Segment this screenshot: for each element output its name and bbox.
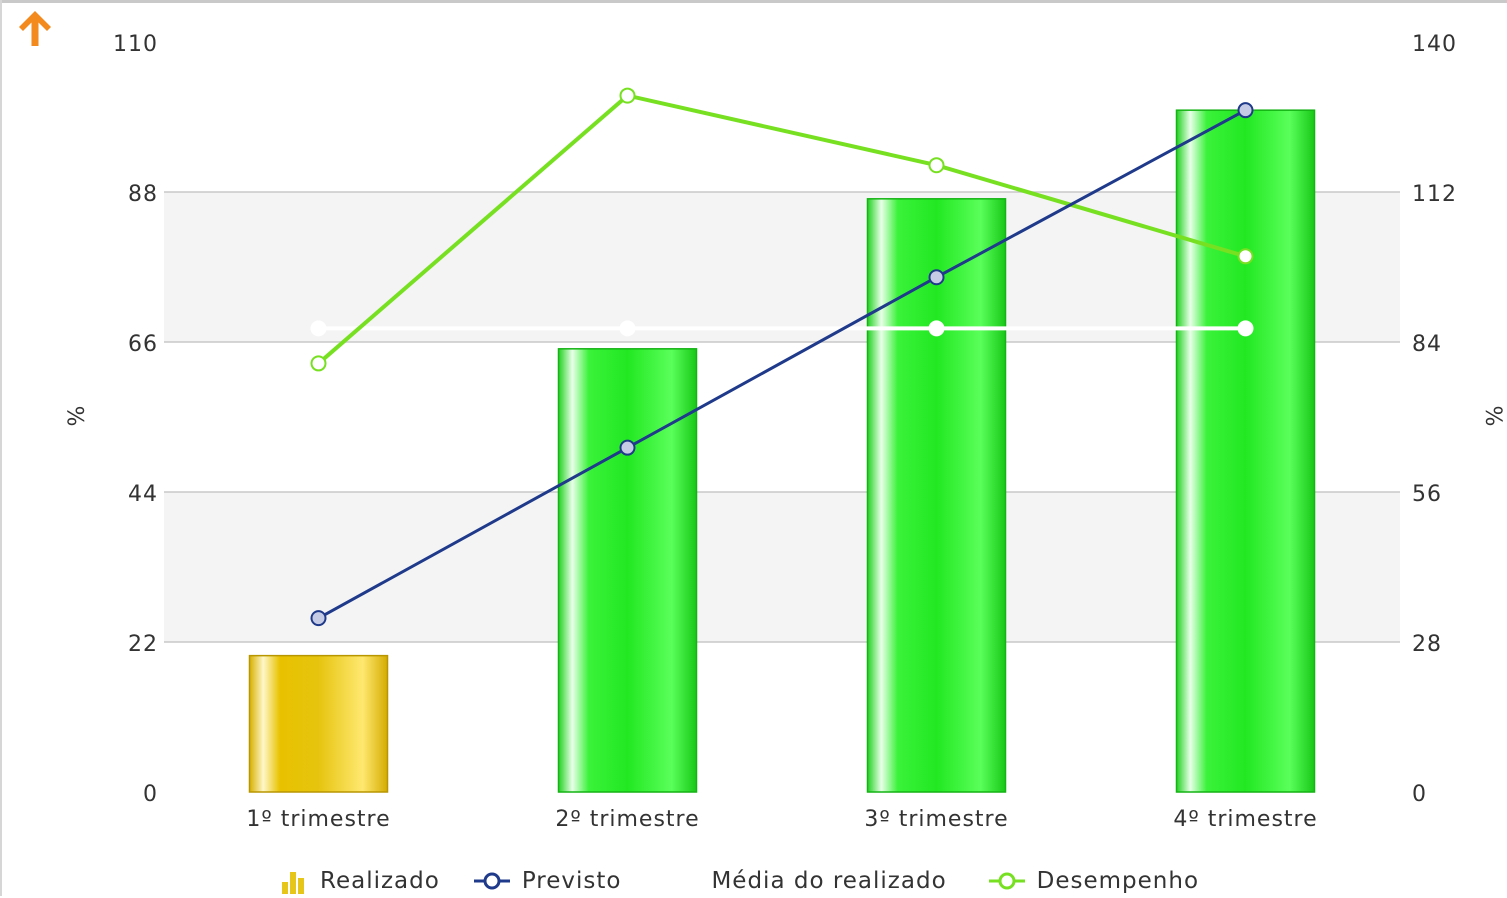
left-tick-label: 0: [143, 782, 158, 807]
left-tick-label: 88: [128, 182, 158, 207]
media-point[interactable]: [1237, 320, 1254, 337]
chart-legend: Realizado Previsto Média do realizado De…: [278, 864, 1199, 898]
left-tick-label: 22: [128, 632, 158, 657]
bar-series-icon: [278, 868, 310, 894]
right-tick-label: 112: [1412, 182, 1457, 207]
previsto-point[interactable]: [928, 269, 945, 286]
legend-label-desempenho: Desempenho: [1036, 868, 1200, 894]
category-label: 4º trimestre: [1173, 807, 1317, 832]
right-tick-label: 140: [1412, 32, 1457, 57]
legend-item-desempenho[interactable]: Desempenho: [987, 868, 1199, 894]
legend-label-media: Média do realizado: [711, 868, 947, 894]
left-tick-label: 66: [128, 332, 158, 357]
chart-frame-top: [0, 0, 1507, 3]
right-axis-title: %: [1480, 406, 1505, 427]
legend-item-previsto[interactable]: Previsto: [472, 868, 622, 894]
bar-fill: [1175, 109, 1316, 793]
previsto-point[interactable]: [1237, 102, 1254, 119]
right-tick-label: 0: [1412, 782, 1427, 807]
bar-realizado[interactable]: [866, 198, 1007, 793]
previsto-point[interactable]: [310, 610, 327, 627]
left-axis-title: %: [65, 406, 90, 427]
desempenho-point[interactable]: [619, 87, 636, 104]
right-tick-label: 28: [1412, 632, 1442, 657]
left-tick-label: 110: [113, 32, 158, 57]
media-point[interactable]: [928, 320, 945, 337]
right-tick-label: 84: [1412, 332, 1442, 357]
line-marker-icon: [472, 868, 512, 894]
category-label: 1º trimestre: [246, 807, 390, 832]
media-point[interactable]: [310, 320, 327, 337]
bar-realizado[interactable]: [557, 348, 698, 793]
category-label: 2º trimestre: [555, 807, 699, 832]
line-marker-icon: [987, 868, 1027, 894]
bar-fill: [248, 654, 389, 793]
arrow-up-icon[interactable]: [10, 6, 60, 50]
desempenho-point[interactable]: [1237, 248, 1254, 265]
desempenho-point[interactable]: [310, 355, 327, 372]
chart-frame-left: [0, 0, 2, 896]
desempenho-line: [317, 93, 1247, 365]
legend-item-realizado[interactable]: Realizado: [278, 868, 440, 894]
line-marker-icon: [703, 868, 711, 894]
bar-realizado[interactable]: [248, 654, 389, 793]
right-tick-label: 56: [1412, 482, 1442, 507]
bar-fill: [866, 198, 1007, 793]
bar-realizado[interactable]: [1175, 109, 1316, 793]
desempenho-point[interactable]: [928, 157, 945, 174]
media-point[interactable]: [619, 320, 636, 337]
left-tick-label: 44: [128, 482, 158, 507]
bar-fill: [557, 348, 698, 793]
previsto-point[interactable]: [619, 439, 636, 456]
category-label: 3º trimestre: [864, 807, 1008, 832]
legend-label-realizado: Realizado: [320, 868, 440, 894]
previsto-line: [317, 108, 1247, 620]
legend-item-media[interactable]: Média do realizado: [703, 868, 946, 894]
legend-label-previsto: Previsto: [521, 868, 622, 894]
